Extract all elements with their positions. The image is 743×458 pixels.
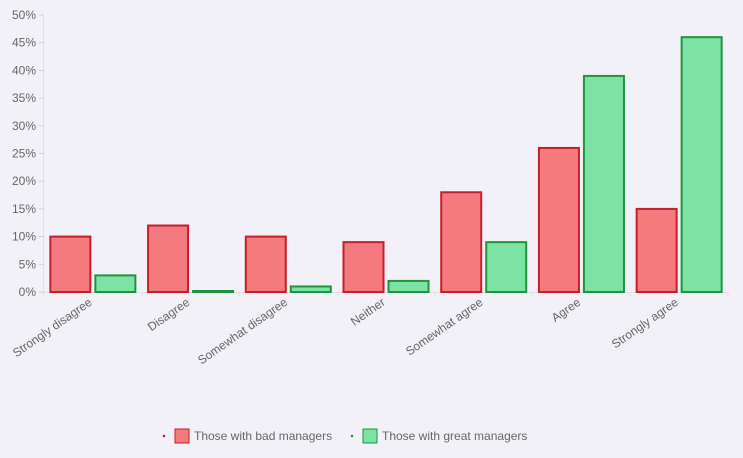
x-tick-label: Strongly disagree	[10, 295, 95, 360]
x-tick-label: Neither	[348, 295, 388, 329]
y-tick-label: 50%	[12, 8, 36, 22]
legend-label: Those with great managers	[382, 429, 527, 443]
bar-great-managers	[485, 241, 528, 293]
x-tick-label: Strongly agree	[609, 295, 681, 351]
legend-dot-icon	[350, 434, 354, 438]
bar-bad-managers	[147, 224, 190, 294]
legend-dot-icon	[162, 434, 166, 438]
x-tick-label: Disagree	[145, 295, 193, 334]
bar-great-managers	[289, 285, 332, 293]
y-tick-label: 15%	[12, 202, 36, 216]
y-tick-label: 45%	[12, 36, 36, 50]
bar-great-managers	[680, 36, 723, 293]
y-tick-label: 5%	[19, 257, 37, 271]
bar-great-managers	[582, 74, 625, 293]
x-axis-labels: Strongly disagree Disagree Somewhat disagr…	[10, 295, 681, 367]
bar-bad-managers	[537, 146, 580, 293]
legend-swatch	[362, 428, 378, 444]
bar-bad-managers	[49, 235, 92, 294]
y-tick-label: 0%	[19, 285, 37, 299]
bar-great-managers	[94, 274, 137, 294]
y-tick-label: 35%	[12, 91, 36, 105]
y-tick-label: 20%	[12, 174, 36, 188]
bars	[49, 36, 723, 294]
bar-bad-managers	[244, 235, 287, 294]
y-tick-label: 30%	[12, 119, 36, 133]
bar-great-managers	[192, 290, 235, 293]
y-tick-label: 10%	[12, 230, 36, 244]
y-tick-label: 25%	[12, 147, 36, 161]
x-tick-label: Somewhat agree	[403, 295, 486, 359]
x-tick-label: Somewhat disagree	[195, 295, 290, 367]
bar-great-managers	[387, 279, 430, 294]
legend-label: Those with bad managers	[194, 429, 332, 443]
bar-bad-managers	[342, 241, 385, 293]
bar-bad-managers	[440, 191, 483, 293]
legend: Those with bad managers Those with great …	[162, 428, 527, 444]
legend-swatch	[174, 428, 190, 444]
y-tick-label: 40%	[12, 63, 36, 77]
bar-bad-managers	[635, 207, 678, 293]
x-tick-label: Agree	[549, 295, 584, 325]
